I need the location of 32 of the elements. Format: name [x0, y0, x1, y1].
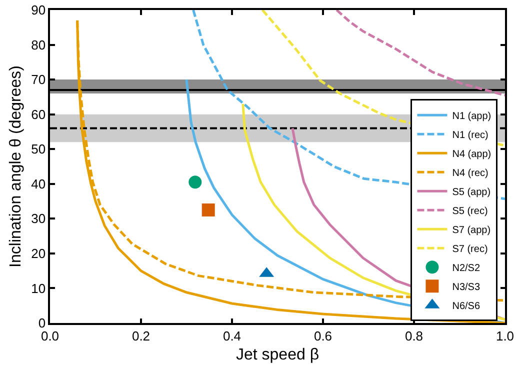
x-tick-label: 1.0: [496, 328, 514, 344]
legend-label: N2/S2: [452, 263, 480, 274]
y-tick-label: 60: [31, 106, 46, 122]
x-tick-label: 0.0: [40, 328, 60, 344]
legend-label: S7 (app): [452, 225, 491, 236]
legend-label: S5 (rec): [452, 206, 488, 218]
y-tick-label: 50: [31, 142, 46, 157]
legend-label: N3/S3: [452, 282, 480, 294]
legend-label: S7 (rec): [452, 244, 488, 256]
legend-label: N1 (rec): [452, 130, 488, 142]
x-tick-label: 0.8: [404, 328, 424, 344]
point: [202, 203, 215, 216]
y-tick-label: 70: [31, 72, 46, 88]
y-tick-label: 90: [31, 2, 46, 18]
y-tick-label: 80: [31, 37, 46, 52]
x-tick-label: 0.6: [314, 328, 332, 344]
point: [188, 176, 202, 189]
x-axis-title: Jet speed β: [236, 346, 320, 364]
y-axis-title: Inclination angle θ (degrees): [8, 66, 25, 268]
x-tick-label: 0.4: [222, 328, 242, 344]
legend-label: N4 (app): [452, 149, 492, 160]
y-tick-label: 40: [31, 176, 46, 192]
line-series: [335, 10, 505, 96]
legend-label: N6/S6: [452, 301, 480, 312]
legend-label: N1 (app): [452, 111, 492, 122]
x-tick-label: 0.2: [132, 328, 150, 344]
legend-label: N4 (rec): [452, 168, 488, 180]
y-tick-label: 30: [31, 211, 46, 226]
y-tick-label: 20: [31, 246, 46, 261]
legend-label: S5 (app): [452, 187, 491, 198]
y-tick-label: 0: [38, 316, 46, 331]
y-tick-label: 10: [31, 280, 46, 296]
